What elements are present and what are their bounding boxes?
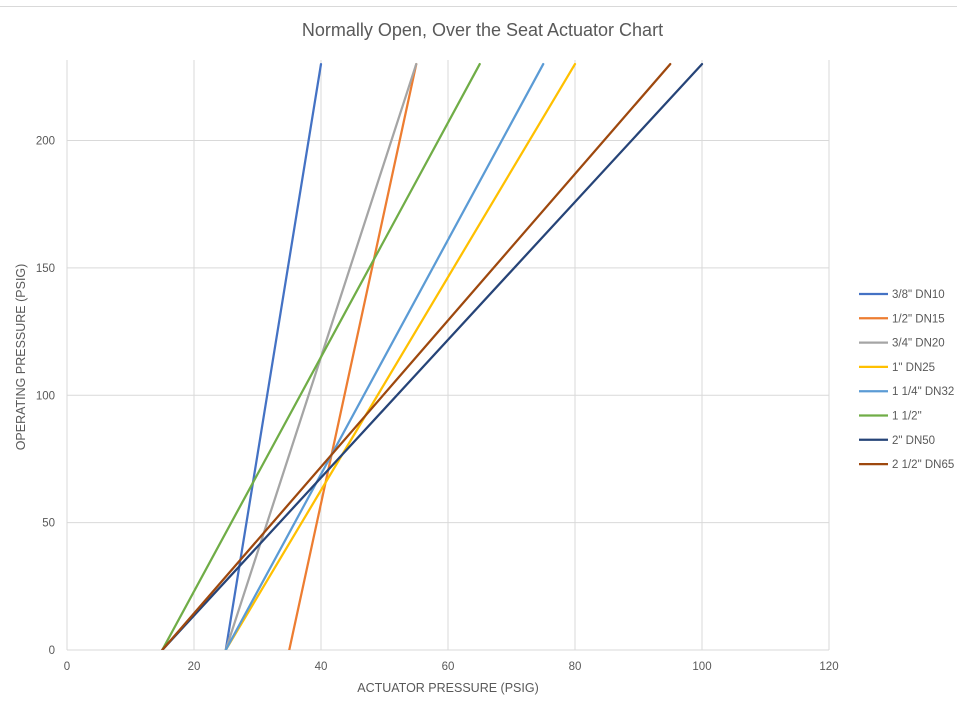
y-tick-label: 100 — [36, 390, 55, 402]
y-tick-label: 0 — [49, 645, 55, 657]
series-line-4 — [224, 62, 577, 650]
legend-entry-1: 3/8" DN10 — [892, 289, 945, 301]
legend-entry-5: 1 1/4" DN32 — [892, 386, 954, 398]
x-tick-label: 0 — [64, 661, 70, 673]
y-tick-label: 50 — [42, 518, 55, 530]
x-axis-label: ACTUATOR PRESSURE (PSIG) — [357, 681, 539, 695]
x-tick-label: 120 — [819, 661, 838, 673]
legend-entry-8: 2 1/2" DN65 — [892, 459, 954, 471]
legend-entry-2: 1/2" DN15 — [892, 313, 945, 325]
chart-title: Normally Open, Over the Seat Actuator Ch… — [301, 20, 664, 40]
legend-entry-3: 3/4" DN20 — [892, 338, 945, 350]
x-tick-label: 40 — [315, 661, 328, 673]
x-tick-label: 60 — [442, 661, 455, 673]
series-line-2 — [288, 62, 418, 650]
x-tick-label: 80 — [569, 661, 582, 673]
legend-entry-4: 1" DN25 — [892, 362, 935, 374]
series-line-6 — [161, 62, 481, 650]
series-line-5 — [224, 62, 545, 650]
y-tick-label: 150 — [36, 263, 55, 275]
top-divider — [0, 6, 957, 7]
series-line-7 — [161, 62, 704, 650]
x-tick-label: 100 — [692, 661, 711, 673]
series-line-1 — [224, 62, 323, 650]
x-tick-label: 20 — [188, 661, 201, 673]
series-line-8 — [161, 62, 672, 650]
legend-entry-7: 2" DN50 — [892, 435, 935, 447]
y-tick-label: 200 — [36, 136, 55, 148]
legend-entry-6: 1 1/2" — [892, 411, 922, 423]
